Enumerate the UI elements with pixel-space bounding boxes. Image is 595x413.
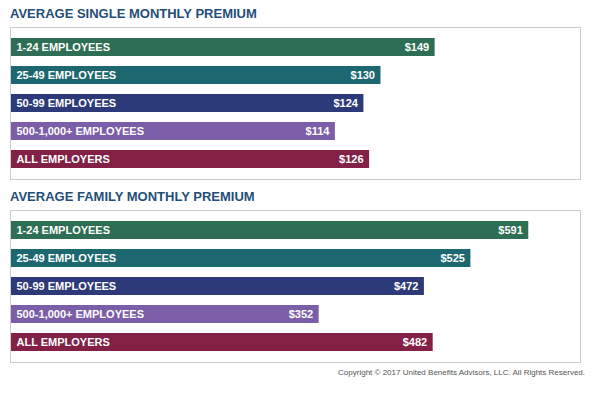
svg-text:$352: $352 — [289, 308, 313, 320]
svg-text:1-24 EMPLOYEES: 1-24 EMPLOYEES — [17, 41, 111, 53]
svg-text:1-24 EMPLOYEES: 1-24 EMPLOYEES — [17, 224, 111, 236]
svg-text:50-99 EMPLOYEES: 50-99 EMPLOYEES — [17, 280, 117, 292]
svg-text:$114: $114 — [306, 125, 331, 137]
svg-text:$130: $130 — [351, 69, 375, 81]
svg-text:500-1,000+ EMPLOYEES: 500-1,000+ EMPLOYEES — [17, 125, 144, 137]
html-text:AVERAGE SINGLE MONTHLY PREMIUM: AVERAGE SINGLE MONTHLY PREMIUM — [10, 6, 257, 21]
html-text:Copyright © 2017 United Benefi: Copyright © 2017 United Benefits Advisor… — [338, 368, 585, 377]
svg-text:$482: $482 — [403, 336, 427, 348]
svg-text:50-99 EMPLOYEES: 50-99 EMPLOYEES — [17, 97, 117, 109]
svg-text:$525: $525 — [440, 252, 464, 264]
svg-text:$126: $126 — [339, 153, 363, 165]
svg-text:$149: $149 — [405, 41, 429, 53]
svg-text:ALL EMPLOYERS: ALL EMPLOYERS — [17, 153, 110, 165]
svg-text:$124: $124 — [333, 97, 358, 109]
svg-text:$472: $472 — [394, 280, 418, 292]
svg-text:$591: $591 — [498, 224, 522, 236]
svg-text:ALL EMPLOYERS: ALL EMPLOYERS — [17, 336, 110, 348]
svg-text:25-49 EMPLOYEES: 25-49 EMPLOYEES — [17, 252, 117, 264]
html-text:AVERAGE FAMILY MONTHLY PREMIUM: AVERAGE FAMILY MONTHLY PREMIUM — [10, 189, 255, 204]
svg-text:25-49 EMPLOYEES: 25-49 EMPLOYEES — [17, 69, 117, 81]
svg-text:500-1,000+ EMPLOYEES: 500-1,000+ EMPLOYEES — [17, 308, 144, 320]
